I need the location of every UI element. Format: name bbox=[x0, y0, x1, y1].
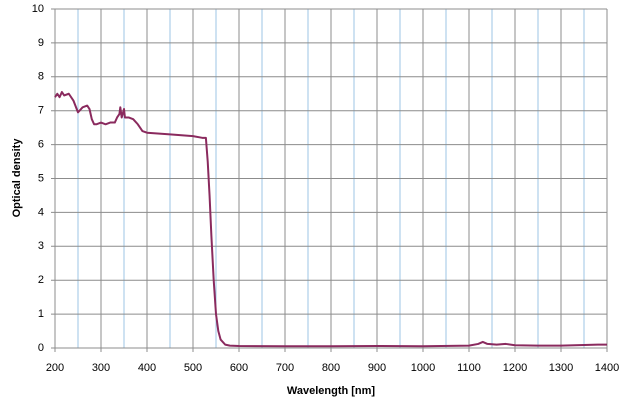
x-tick-label: 1000 bbox=[411, 362, 435, 374]
x-tick-label: 800 bbox=[322, 362, 340, 374]
y-tick-label: 9 bbox=[38, 37, 44, 49]
y-tick-label: 6 bbox=[38, 139, 44, 151]
y-tick-label: 1 bbox=[38, 308, 44, 320]
x-tick-label: 1200 bbox=[503, 362, 527, 374]
y-tick-label: 3 bbox=[38, 240, 44, 252]
y-tick-label: 10 bbox=[32, 3, 44, 15]
x-tick-label: 300 bbox=[92, 362, 110, 374]
x-axis-title: Wavelength [nm] bbox=[287, 385, 376, 397]
x-tick-label: 1400 bbox=[595, 362, 619, 374]
y-tick-label: 2 bbox=[38, 274, 44, 286]
x-tick-label: 900 bbox=[368, 362, 386, 374]
x-tick-label: 1100 bbox=[457, 362, 481, 374]
x-tick-label: 400 bbox=[138, 362, 156, 374]
x-tick-label: 500 bbox=[184, 362, 202, 374]
data-line bbox=[54, 91, 607, 348]
y-tick-label: 0 bbox=[38, 342, 44, 354]
x-tick-label: 200 bbox=[46, 362, 64, 374]
y-tick-label: 8 bbox=[38, 71, 44, 83]
x-tick-label: 600 bbox=[230, 362, 248, 374]
y-tick-label: 5 bbox=[38, 172, 44, 184]
x-tick-label: 700 bbox=[276, 362, 294, 374]
x-tick-label: 1300 bbox=[549, 362, 573, 374]
y-axis-title: Optical density bbox=[11, 138, 23, 218]
y-tick-label: 4 bbox=[38, 206, 44, 218]
y-tick-label: 7 bbox=[38, 105, 44, 117]
